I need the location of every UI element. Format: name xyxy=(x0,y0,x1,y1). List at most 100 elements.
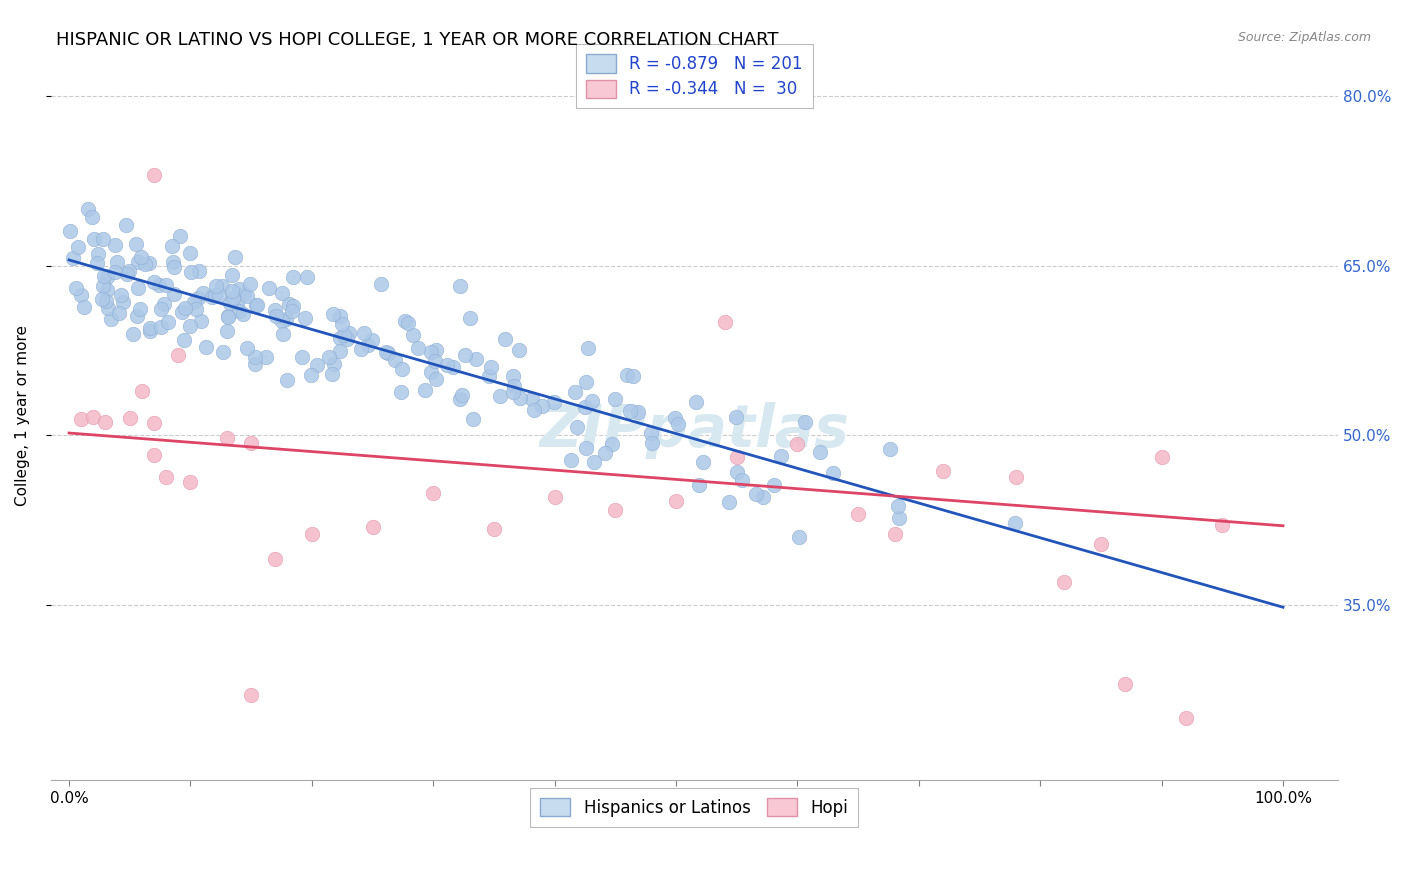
Point xyxy=(115,267,138,281)
Point xyxy=(115,218,138,232)
Point xyxy=(195,340,218,354)
Point xyxy=(420,365,443,379)
Point xyxy=(283,269,305,284)
Point xyxy=(502,385,524,400)
Point xyxy=(307,359,329,373)
Point xyxy=(886,500,908,514)
Point xyxy=(879,442,901,456)
Point xyxy=(322,307,344,321)
Point xyxy=(666,417,689,431)
Point xyxy=(789,530,811,544)
Point xyxy=(575,441,598,455)
Point xyxy=(523,402,546,417)
Point xyxy=(118,264,141,278)
Point xyxy=(236,289,259,303)
Point xyxy=(422,486,444,500)
Point xyxy=(731,473,754,487)
Point xyxy=(96,269,118,284)
Point xyxy=(627,405,650,419)
Point xyxy=(205,279,228,293)
Point xyxy=(69,288,91,302)
Point xyxy=(179,475,201,490)
Point xyxy=(169,229,191,244)
Point xyxy=(543,395,565,409)
Point xyxy=(157,314,180,328)
Point xyxy=(508,343,530,358)
Point xyxy=(725,409,748,424)
Point xyxy=(105,254,128,268)
Point xyxy=(465,352,488,367)
Point xyxy=(128,302,150,317)
Point xyxy=(664,410,686,425)
Point xyxy=(218,295,240,310)
Point xyxy=(441,359,464,374)
Point xyxy=(461,412,484,426)
Point xyxy=(1114,677,1136,691)
Point xyxy=(97,301,120,315)
Point xyxy=(318,350,340,364)
Point xyxy=(560,452,582,467)
Point xyxy=(190,314,212,328)
Point xyxy=(148,278,170,293)
Point xyxy=(217,325,239,339)
Point xyxy=(86,256,108,270)
Point xyxy=(1004,516,1026,530)
Point xyxy=(224,250,246,264)
Point xyxy=(330,317,353,331)
Point xyxy=(246,298,269,312)
Point xyxy=(281,299,304,313)
Point xyxy=(94,415,117,429)
Point xyxy=(276,373,298,387)
Point xyxy=(718,495,741,509)
Point xyxy=(62,252,84,266)
Point xyxy=(1053,574,1076,589)
Point xyxy=(138,324,160,338)
Point xyxy=(436,358,458,372)
Point xyxy=(478,369,501,384)
Point xyxy=(82,410,104,425)
Point xyxy=(163,260,186,274)
Point xyxy=(725,465,748,479)
Point xyxy=(361,520,384,534)
Point xyxy=(127,281,149,295)
Point xyxy=(254,350,277,364)
Point xyxy=(134,257,156,271)
Point xyxy=(641,436,664,450)
Point xyxy=(73,300,96,314)
Point xyxy=(685,394,707,409)
Point xyxy=(762,477,785,491)
Point xyxy=(143,448,166,462)
Point xyxy=(271,326,294,341)
Point xyxy=(236,341,259,355)
Point xyxy=(217,309,239,323)
Point xyxy=(621,368,644,383)
Point xyxy=(187,291,209,305)
Point xyxy=(713,315,735,329)
Point xyxy=(751,490,773,504)
Y-axis label: College, 1 year or more: College, 1 year or more xyxy=(15,325,30,506)
Point xyxy=(245,357,267,371)
Point xyxy=(494,332,516,346)
Text: ZIPpatlas: ZIPpatlas xyxy=(540,401,849,458)
Point xyxy=(543,490,565,504)
Point xyxy=(173,333,195,347)
Point xyxy=(769,449,792,463)
Point xyxy=(239,277,262,292)
Point xyxy=(270,314,292,328)
Point xyxy=(138,255,160,269)
Point xyxy=(274,311,297,326)
Point xyxy=(1150,450,1173,465)
Point xyxy=(226,295,249,310)
Point xyxy=(221,285,243,299)
Point xyxy=(184,302,207,317)
Point xyxy=(451,388,474,402)
Point xyxy=(449,279,471,293)
Point xyxy=(152,297,174,311)
Point xyxy=(502,369,524,384)
Point xyxy=(188,264,211,278)
Point xyxy=(240,689,263,703)
Point xyxy=(228,282,250,296)
Point xyxy=(257,281,280,295)
Point xyxy=(150,301,173,316)
Point xyxy=(65,281,87,295)
